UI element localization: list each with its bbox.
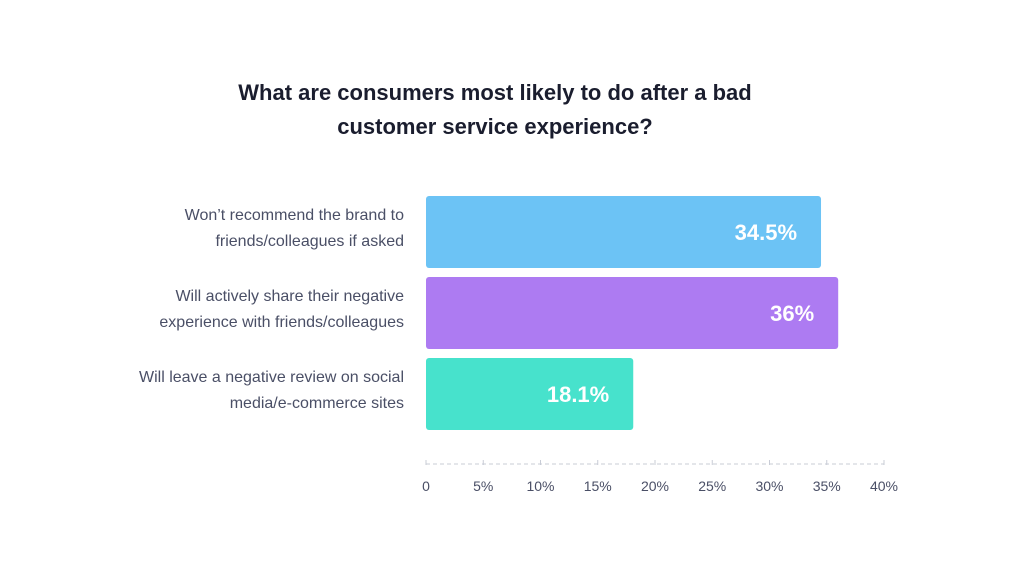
category-label-3: Will leave a negative review on social me… <box>139 369 404 412</box>
category-label-3-line-1: Will leave a negative review on social <box>139 369 404 386</box>
category-label-2: Will actively share their negative experi… <box>159 288 404 331</box>
bar-2 <box>426 277 839 349</box>
x-tick-label-9: 40% <box>870 478 898 494</box>
bar-value-label-1: 34.5% <box>735 220 797 245</box>
x-tick-label-5: 20% <box>641 478 669 494</box>
bar-3 <box>426 358 634 430</box>
x-tick-label-8: 35% <box>813 478 841 494</box>
category-label-1-line-2: friends/colleagues if asked <box>215 233 404 250</box>
category-label-1-line-1: Won’t recommend the brand to <box>185 207 404 224</box>
category-label-1: Won’t recommend the brand to friends/coll… <box>185 207 404 250</box>
category-label-2-line-1: Will actively share their negative <box>175 288 404 305</box>
chart-title-line-2: customer service experience? <box>337 114 653 139</box>
bar-value-label-3: 18.1% <box>547 382 609 407</box>
category-label-3-line-2: media/e-commerce sites <box>230 395 404 412</box>
x-tick-label-2: 5% <box>473 478 493 494</box>
bar-value-label-2: 36% <box>770 301 814 326</box>
chart-title: What are consumers most likely to do aft… <box>0 76 990 144</box>
x-tick-label-7: 30% <box>755 478 783 494</box>
x-tick-label-6: 25% <box>698 478 726 494</box>
bar-1 <box>426 196 822 268</box>
x-tick-label-1: 0 <box>422 478 430 494</box>
x-tick-label-4: 15% <box>584 478 612 494</box>
category-label-2-line-2: experience with friends/colleagues <box>159 314 404 331</box>
x-tick-label-3: 10% <box>526 478 554 494</box>
chart-title-line-1: What are consumers most likely to do aft… <box>238 80 752 105</box>
